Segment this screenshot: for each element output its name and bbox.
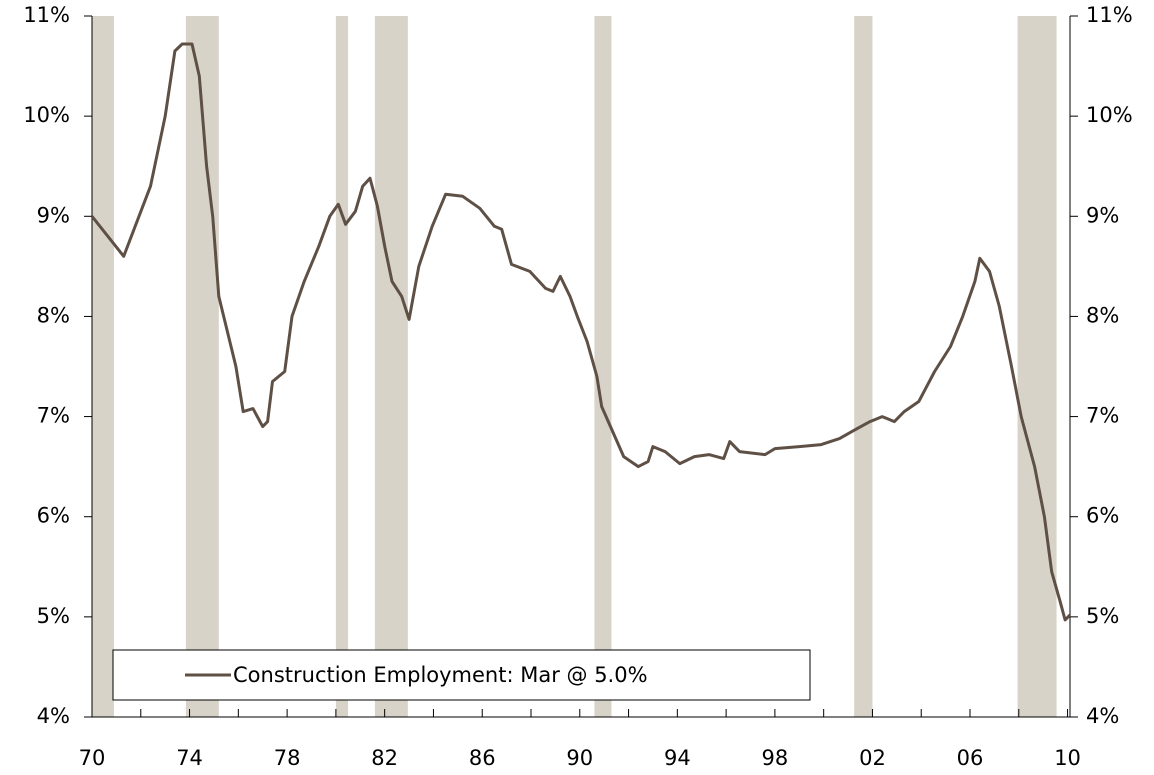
y2-tick-label: 8% [1086, 303, 1119, 327]
x-tick-label: 06 [957, 746, 984, 770]
y-tick-label: 8% [37, 303, 70, 327]
y2-tick-label: 9% [1086, 203, 1119, 227]
x-tick-label: 82 [371, 746, 398, 770]
y-tick-label: 4% [37, 704, 70, 728]
x-tick-label: 98 [762, 746, 789, 770]
x-tick-label: 78 [274, 746, 301, 770]
y-tick-label: 9% [37, 203, 70, 227]
x-tick-label: 86 [469, 746, 496, 770]
series-line [90, 42, 1072, 622]
y-tick-label: 5% [37, 604, 70, 628]
recession-band [854, 16, 873, 717]
recession-band [92, 16, 114, 717]
x-tick-label: 10 [1054, 746, 1081, 770]
y-tick-label: 11% [23, 3, 70, 27]
recession-band [594, 16, 612, 717]
recession-band [335, 16, 349, 717]
y2-tick-label: 4% [1086, 704, 1119, 728]
x-tick-label: 70 [79, 746, 106, 770]
y2-tick-label: 6% [1086, 504, 1119, 528]
recession-band [374, 16, 408, 717]
y-tick-label: 10% [23, 103, 70, 127]
y2-tick-label: 11% [1086, 3, 1133, 27]
recession-band [185, 16, 219, 717]
x-tick-label: 90 [566, 746, 593, 770]
x-tick-label: 02 [859, 746, 886, 770]
y2-tick-label: 5% [1086, 604, 1119, 628]
y-tick-label: 6% [37, 504, 70, 528]
x-tick-label: 74 [176, 746, 203, 770]
legend-label: Construction Employment: Mar @ 5.0% [233, 663, 648, 687]
y2-tick-label: 7% [1086, 404, 1119, 428]
x-tick-label: 94 [664, 746, 691, 770]
y2-tick-label: 10% [1086, 103, 1133, 127]
y-tick-label: 7% [37, 404, 70, 428]
recession-band [1017, 16, 1057, 717]
